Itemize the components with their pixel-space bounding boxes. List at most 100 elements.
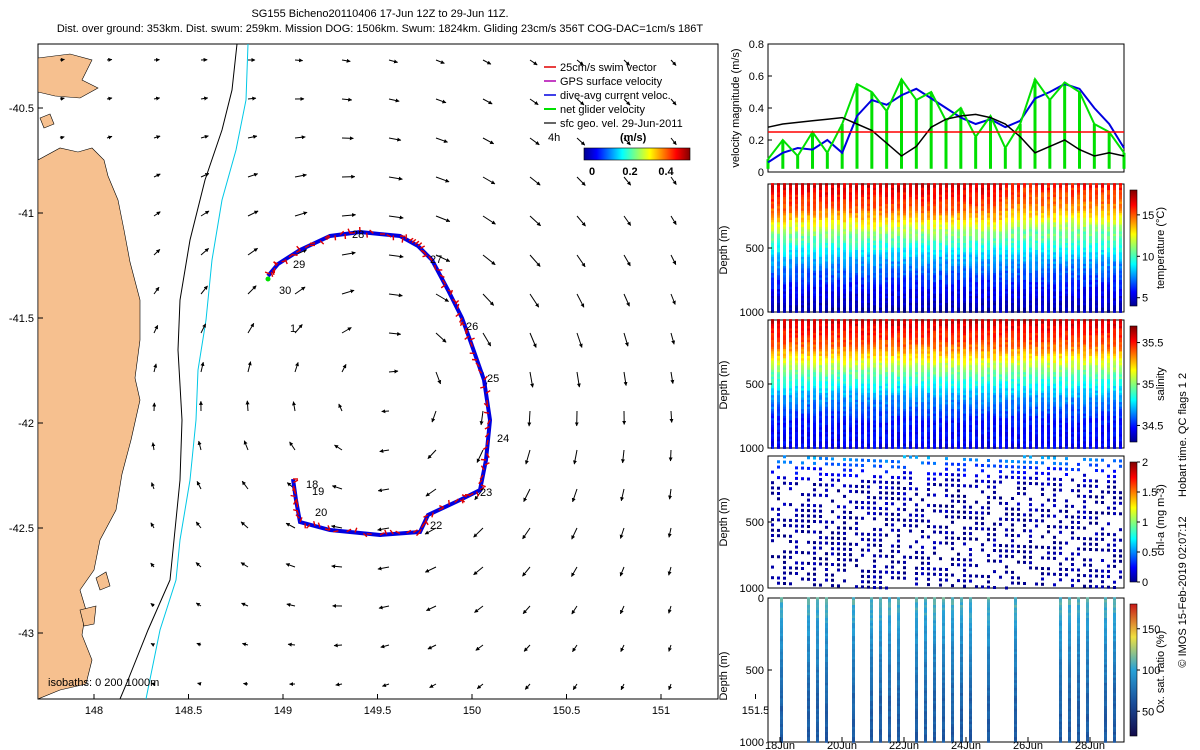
current-vector xyxy=(667,605,672,614)
profile-sample xyxy=(891,307,894,311)
profile-sample xyxy=(969,238,972,242)
profile-sample xyxy=(771,259,774,263)
profile-sample xyxy=(885,192,888,196)
legend-geo: sfc geo. vel. 29-Jun-2011 xyxy=(560,118,683,130)
profile-sample xyxy=(885,206,888,210)
profile-sample xyxy=(843,187,846,191)
profile-sample xyxy=(777,266,780,270)
profile-sample xyxy=(963,309,966,313)
profile-sample xyxy=(921,197,924,200)
profile-sample xyxy=(843,231,846,235)
profile-sample xyxy=(867,192,870,196)
profile-sample xyxy=(837,185,840,189)
profile-sample xyxy=(873,236,876,240)
profile-sample xyxy=(831,307,834,311)
profile-sample xyxy=(945,250,948,253)
profile-sample xyxy=(855,309,858,313)
current-vector xyxy=(106,96,113,101)
profile-sample xyxy=(807,291,810,295)
profile-sample xyxy=(813,298,816,302)
profile-sample xyxy=(801,282,804,286)
swim-vector xyxy=(395,530,401,535)
profile-sample xyxy=(951,224,954,228)
profile-sample xyxy=(795,279,798,283)
profile-sample xyxy=(933,220,936,223)
profile-sample xyxy=(969,245,972,249)
profile-sample xyxy=(873,293,876,297)
profile-sample xyxy=(915,268,918,272)
profile-sample xyxy=(933,199,936,203)
current-vector xyxy=(425,488,437,497)
profile-sample xyxy=(963,226,966,230)
profile-sample xyxy=(987,263,990,267)
profile-sample xyxy=(963,296,966,299)
profile-sample xyxy=(837,263,840,267)
profile-sample xyxy=(879,289,882,293)
profile-sample xyxy=(945,238,948,242)
profile-sample xyxy=(969,305,972,309)
profile-sample xyxy=(789,263,792,267)
profile-sample xyxy=(867,206,870,210)
profile-sample xyxy=(963,293,966,297)
profile-sample xyxy=(969,300,972,304)
profile-sample xyxy=(981,210,984,214)
profile-sample xyxy=(879,206,882,210)
current-vector xyxy=(380,644,390,649)
swim-vector xyxy=(304,244,310,249)
profile-sample xyxy=(933,261,936,265)
profile-sample xyxy=(801,291,804,295)
profile-sample xyxy=(939,217,942,221)
profile-sample xyxy=(795,282,798,286)
profile-sample xyxy=(999,185,1002,189)
profile-sample xyxy=(849,256,852,260)
profile-sample xyxy=(1005,296,1008,299)
profile-sample xyxy=(837,247,840,251)
profile-sample xyxy=(1011,215,1014,219)
profile-sample xyxy=(987,254,990,258)
day-label-25: 25 xyxy=(487,373,499,385)
profile-sample xyxy=(897,266,900,270)
profile-sample xyxy=(951,203,954,207)
profile-sample xyxy=(945,259,948,263)
profile-sample xyxy=(939,243,942,246)
profile-sample xyxy=(789,183,792,187)
profile-sample xyxy=(843,190,846,194)
profile-sample xyxy=(813,261,816,265)
profile-sample xyxy=(975,199,978,203)
figure-subtitle: Dist. over ground: 353km. Dist. swum: 25… xyxy=(56,23,704,35)
profile-sample xyxy=(813,296,816,299)
profile-sample xyxy=(813,208,816,212)
profile-sample xyxy=(795,289,798,293)
profile-sample xyxy=(783,270,786,274)
profile-sample xyxy=(885,275,888,279)
velocity-yaxis: 00.20.40.60.8 xyxy=(749,39,772,179)
current-vector xyxy=(335,682,343,687)
profile-sample xyxy=(975,268,978,272)
profile-sample xyxy=(897,197,900,200)
profile-sample xyxy=(1005,222,1008,226)
profile-sample xyxy=(987,268,990,272)
profile-sample xyxy=(969,259,972,263)
profile-sample xyxy=(801,226,804,230)
swim-vector xyxy=(411,238,417,244)
profile-sample xyxy=(933,254,936,258)
profile-sample xyxy=(807,203,810,207)
profile-sample xyxy=(945,213,948,217)
profile-sample xyxy=(1011,238,1014,242)
profile-sample xyxy=(867,252,870,256)
profile-sample xyxy=(957,183,960,187)
profile-sample xyxy=(849,300,852,304)
current-vector xyxy=(576,215,586,227)
profile-sample xyxy=(885,208,888,212)
profile-sample xyxy=(795,256,798,260)
profile-sample xyxy=(873,298,876,302)
profile-sample xyxy=(825,252,828,256)
profile-sample xyxy=(987,213,990,217)
current-vector xyxy=(623,371,628,386)
profile-sample xyxy=(807,286,810,290)
profile-sample xyxy=(783,187,786,191)
profile-sample xyxy=(873,296,876,299)
profile-sample xyxy=(1095,309,1098,313)
profile-sample xyxy=(873,309,876,313)
current-vector xyxy=(524,683,531,690)
